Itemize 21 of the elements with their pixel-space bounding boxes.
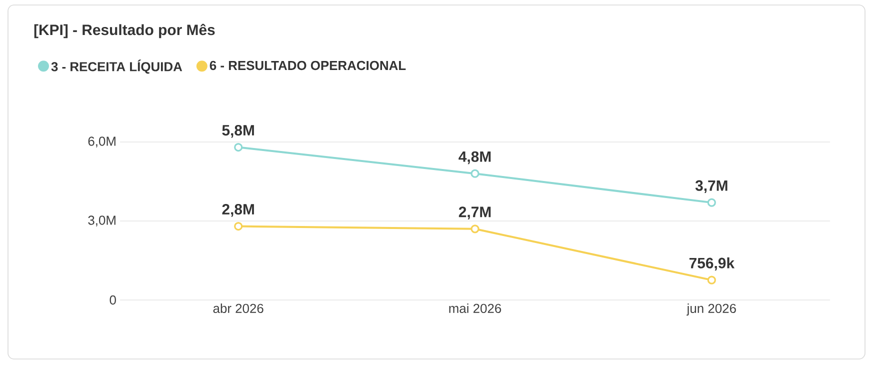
point — [234, 142, 243, 152]
data-label: 2,8M — [222, 204, 254, 217]
point — [470, 169, 480, 178]
x-tick-label: jun 2026 — [686, 304, 736, 316]
point — [234, 222, 243, 231]
point — [707, 276, 716, 284]
data-label: 5,8M — [222, 124, 254, 138]
point — [470, 224, 480, 234]
chart-title: [KPI] - Resultado por Mês — [34, 24, 215, 38]
x-tick-label: abr 2026 — [213, 304, 264, 314]
legend-label: 3 - RECEITA LÍQUIDA — [51, 60, 182, 74]
y-tick-label: 0 — [110, 295, 116, 305]
y-tick-label: 6,0M — [88, 136, 116, 148]
legend-label: 6 - RESULTADO OPERACIONAL — [210, 60, 406, 70]
data-label: 2,7M — [458, 206, 491, 220]
data-label: 756,9k — [689, 257, 735, 271]
data-label: 3,7M — [695, 180, 728, 194]
x-tick-label: mai 2026 — [449, 304, 502, 314]
y-tick-label: 3,0M — [88, 216, 116, 226]
point — [707, 198, 716, 207]
data-label: 4,8M — [458, 151, 491, 164]
